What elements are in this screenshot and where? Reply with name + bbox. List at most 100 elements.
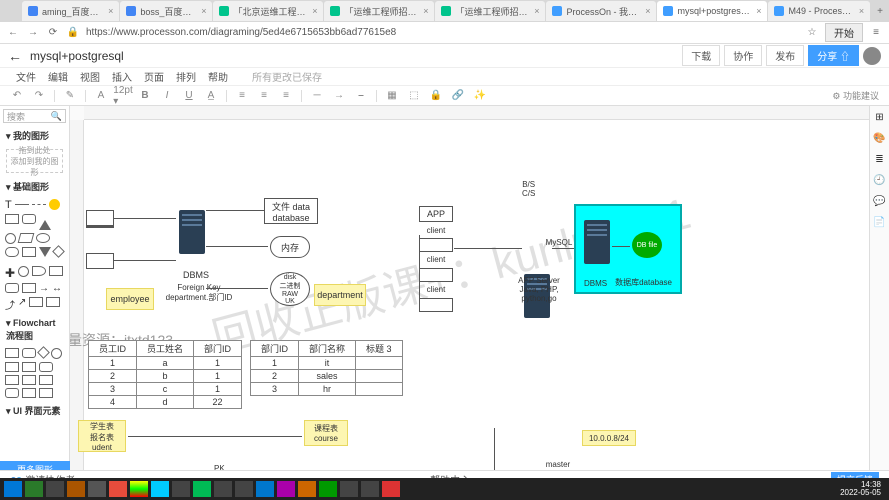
- page-icon[interactable]: 📄: [873, 217, 885, 228]
- search-input[interactable]: 搜索🔍: [3, 109, 66, 123]
- url-field[interactable]: https://www.processon.com/diagraming/5ed…: [86, 27, 799, 38]
- sidebar-section-my[interactable]: ▾ 我的图形: [0, 126, 69, 145]
- task-icon[interactable]: [319, 481, 337, 497]
- client-box-2[interactable]: [419, 238, 453, 252]
- share-button[interactable]: 分享 ⇧: [808, 45, 859, 66]
- reload-icon[interactable]: ⟳: [46, 26, 60, 40]
- disk-box[interactable]: disk 二进制 RAW UK: [270, 272, 310, 306]
- task-icon[interactable]: [277, 481, 295, 497]
- menu-item[interactable]: 排列: [176, 69, 196, 84]
- employee-sticky[interactable]: employee: [106, 288, 154, 310]
- menu-item[interactable]: 插入: [112, 69, 132, 84]
- student-sticky[interactable]: 学生表 报名表 udent: [78, 420, 126, 452]
- theme-icon[interactable]: 🎨: [873, 133, 885, 144]
- align-left-icon[interactable]: ≡: [235, 89, 249, 103]
- align-right-icon[interactable]: ≡: [279, 89, 293, 103]
- history-icon[interactable]: 🕘: [873, 175, 885, 186]
- browser-tab[interactable]: 「北京运维工程师招聘」×: [213, 1, 323, 21]
- avatar[interactable]: [863, 47, 881, 65]
- browser-tab[interactable]: mysql+postgresql - P×: [657, 1, 767, 21]
- arrow-icon[interactable]: →: [332, 89, 346, 103]
- layer-icon[interactable]: ⬚: [407, 89, 421, 103]
- task-icon[interactable]: [46, 481, 64, 497]
- task-icon[interactable]: [172, 481, 190, 497]
- task-icon[interactable]: [151, 481, 169, 497]
- undo-icon[interactable]: ↶: [10, 89, 24, 103]
- task-icon[interactable]: [214, 481, 232, 497]
- menu-icon[interactable]: ≡: [869, 26, 883, 40]
- align-center-icon[interactable]: ≡: [257, 89, 271, 103]
- font-icon[interactable]: A: [94, 89, 108, 103]
- task-icon[interactable]: [340, 481, 358, 497]
- dbms-server-icon[interactable]: [179, 210, 205, 254]
- task-icon[interactable]: [193, 481, 211, 497]
- start-icon[interactable]: [4, 481, 22, 497]
- publish-button[interactable]: 发布: [766, 45, 804, 66]
- task-icon[interactable]: [256, 481, 274, 497]
- chrome-icon[interactable]: [130, 481, 148, 497]
- menu-item[interactable]: 视图: [80, 69, 100, 84]
- sidebar-section-ui[interactable]: ▾ UI 界面元素: [0, 401, 69, 420]
- canvas[interactable]: 回收正版课+：kunlun991 海量资源：itxtd123 B/SC/S DB…: [70, 106, 869, 478]
- task-icon[interactable]: [361, 481, 379, 497]
- redo-icon[interactable]: ↷: [32, 89, 46, 103]
- task-icon[interactable]: [25, 481, 43, 497]
- new-tab-button[interactable]: +: [871, 6, 889, 17]
- menu-item[interactable]: 页面: [144, 69, 164, 84]
- db-container[interactable]: DBMS DB file 数据库database: [574, 204, 682, 294]
- suggestion-link[interactable]: ⚙ 功能建议: [832, 89, 879, 102]
- bold-icon[interactable]: B: [138, 89, 152, 103]
- browser-tab[interactable]: 「运维工程师招聘」×: [435, 1, 545, 21]
- fontsize-icon[interactable]: 12pt ▾: [116, 89, 130, 103]
- sidebar-section-flowchart[interactable]: ▾ Flowchart 流程图: [0, 315, 69, 345]
- task-icon[interactable]: [109, 481, 127, 497]
- connector-icon[interactable]: ⎯: [354, 89, 368, 103]
- sidebar-section-basic[interactable]: ▾ 基础图形: [0, 177, 69, 196]
- task-icon[interactable]: [67, 481, 85, 497]
- underline-icon[interactable]: U: [182, 89, 196, 103]
- menu-item[interactable]: 编辑: [48, 69, 68, 84]
- open-button[interactable]: 开始: [825, 23, 863, 42]
- comment-icon[interactable]: 💬: [873, 196, 885, 207]
- link-icon[interactable]: 🔗: [451, 89, 465, 103]
- course-sticky[interactable]: 课程表 course: [304, 420, 348, 446]
- italic-icon[interactable]: I: [160, 89, 174, 103]
- back-icon[interactable]: ←: [6, 26, 20, 40]
- layers-icon[interactable]: ≣: [875, 154, 883, 165]
- employee-table[interactable]: 员工ID员工姓名部门ID1a12b13c14d22: [88, 340, 242, 409]
- browser-tab[interactable]: 「运维工程师招聘」×: [324, 1, 434, 21]
- mem-box[interactable]: 内存: [270, 236, 310, 258]
- department-sticky[interactable]: department: [314, 284, 366, 306]
- cooperate-button[interactable]: 协作: [724, 45, 762, 66]
- nav-icon[interactable]: ⊞: [875, 112, 883, 123]
- drop-zone[interactable]: 拖到此处 添加到我的图形: [6, 149, 63, 173]
- lock-tool-icon[interactable]: 🔒: [429, 89, 443, 103]
- filedb-box[interactable]: 文件 data database: [264, 198, 318, 224]
- app-box[interactable]: APP: [419, 206, 453, 222]
- menu-item[interactable]: 文件: [16, 69, 36, 84]
- doc-title[interactable]: mysql+postgresql: [30, 49, 124, 63]
- task-icon[interactable]: [298, 481, 316, 497]
- color-icon[interactable]: A̲: [204, 89, 218, 103]
- fwd-icon[interactable]: →: [26, 26, 40, 40]
- client-box-4[interactable]: [419, 298, 453, 312]
- line-icon[interactable]: ─: [310, 89, 324, 103]
- task-icon[interactable]: [382, 481, 400, 497]
- browser-tab[interactable]: ProcessOn - 我的文件×: [546, 1, 656, 21]
- client-box-3[interactable]: [419, 268, 453, 282]
- download-button[interactable]: 下载: [682, 45, 720, 66]
- laptop-icon[interactable]: [86, 253, 114, 269]
- browser-tab[interactable]: aming_百度搜索×: [22, 1, 119, 21]
- brush-icon[interactable]: ✎: [63, 89, 77, 103]
- star-icon[interactable]: ☆: [805, 26, 819, 40]
- browser-tab[interactable]: M49 - ProcessOn×: [768, 1, 870, 21]
- fill-icon[interactable]: ▦: [385, 89, 399, 103]
- task-icon[interactable]: [235, 481, 253, 497]
- clock[interactable]: 14:382022-05-05: [840, 481, 885, 497]
- browser-tab[interactable]: boss_百度搜索×: [120, 1, 212, 21]
- menu-item[interactable]: 帮助: [208, 69, 228, 84]
- department-table[interactable]: 部门ID部门名称标题 31it2sales3hr: [250, 340, 403, 396]
- ip-sticky[interactable]: 10.0.0.8/24: [582, 430, 636, 446]
- app-back-icon[interactable]: ←: [8, 48, 22, 64]
- monitor-icon[interactable]: [86, 210, 114, 228]
